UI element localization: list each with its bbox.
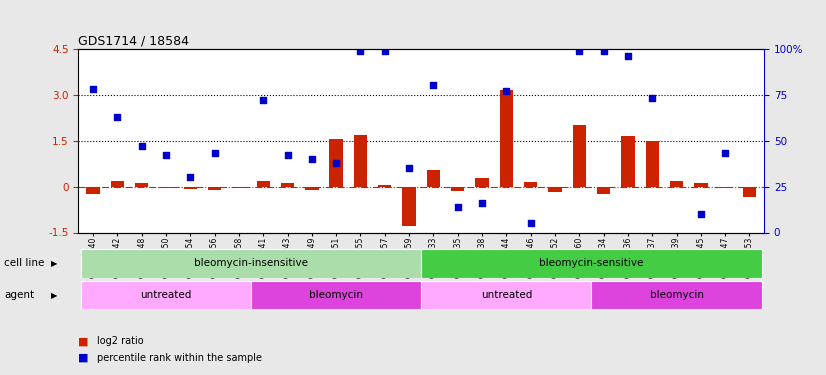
Point	[354, 48, 367, 54]
Bar	[475, 178, 489, 187]
Text: untreated: untreated	[140, 290, 192, 300]
Text: cell line: cell line	[4, 258, 45, 268]
Bar	[591, 281, 762, 309]
Bar	[81, 249, 421, 278]
Point	[111, 114, 124, 120]
Point	[87, 86, 100, 92]
Bar	[451, 187, 464, 191]
Bar	[421, 281, 591, 309]
Bar	[111, 181, 124, 187]
Point	[183, 174, 197, 180]
Bar	[135, 183, 149, 187]
Point	[476, 200, 489, 206]
Bar	[330, 139, 343, 187]
Bar	[81, 281, 251, 309]
Bar	[183, 187, 197, 189]
Bar	[719, 187, 732, 188]
Text: GDS1714 / 18584: GDS1714 / 18584	[78, 34, 189, 48]
Bar	[524, 182, 538, 187]
Point	[451, 204, 464, 210]
Text: bleomycin-insensitive: bleomycin-insensitive	[194, 258, 308, 268]
Point	[427, 82, 440, 88]
Text: ▶: ▶	[51, 291, 58, 300]
Bar	[232, 187, 245, 188]
Bar	[670, 181, 683, 187]
Text: agent: agent	[4, 290, 34, 300]
Point	[694, 211, 707, 217]
Text: bleomycin: bleomycin	[649, 290, 704, 300]
Text: bleomycin: bleomycin	[309, 290, 363, 300]
Bar	[208, 187, 221, 190]
Text: ■: ■	[78, 336, 89, 346]
Bar	[621, 136, 634, 187]
Point	[646, 95, 659, 101]
Bar	[354, 135, 368, 187]
Point	[208, 150, 221, 156]
Bar	[427, 170, 440, 187]
Point	[524, 220, 537, 226]
Point	[719, 150, 732, 156]
Point	[159, 152, 173, 158]
Text: percentile rank within the sample: percentile rank within the sample	[97, 353, 262, 363]
Bar	[548, 187, 562, 192]
Bar	[743, 187, 756, 197]
Bar	[421, 249, 762, 278]
Bar	[597, 187, 610, 194]
Bar	[694, 183, 708, 187]
Bar	[251, 281, 421, 309]
Point	[281, 152, 294, 158]
Point	[306, 156, 319, 162]
Point	[621, 53, 634, 59]
Text: untreated: untreated	[481, 290, 532, 300]
Bar	[572, 125, 586, 187]
Bar	[402, 187, 415, 226]
Bar	[281, 183, 294, 187]
Point	[402, 165, 415, 171]
Text: bleomycin-sensitive: bleomycin-sensitive	[539, 258, 643, 268]
Bar	[87, 187, 100, 194]
Point	[257, 97, 270, 103]
Bar	[646, 141, 659, 187]
Bar	[305, 187, 319, 190]
Point	[597, 48, 610, 54]
Text: log2 ratio: log2 ratio	[97, 336, 143, 346]
Text: ■: ■	[78, 353, 89, 363]
Point	[135, 143, 149, 149]
Bar	[159, 187, 173, 188]
Point	[378, 48, 392, 54]
Text: ▶: ▶	[51, 259, 58, 268]
Bar	[257, 181, 270, 187]
Bar	[378, 185, 392, 187]
Point	[330, 160, 343, 166]
Point	[500, 88, 513, 94]
Bar	[500, 90, 513, 187]
Point	[572, 48, 586, 54]
